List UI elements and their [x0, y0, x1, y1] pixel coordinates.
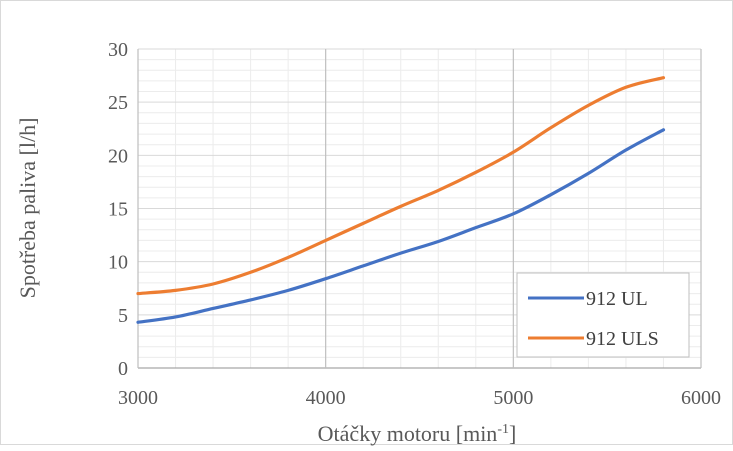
y-tick-label: 0 — [118, 358, 128, 380]
series-lines — [136, 76, 666, 324]
x-tick-label: 4000 — [306, 387, 346, 409]
x-tick-label: 5000 — [493, 387, 533, 409]
series-line-912-uls — [136, 76, 666, 296]
legend-label-912-uls: 912 ULS — [586, 328, 659, 350]
y-tick-label: 10 — [108, 252, 128, 274]
x-tick-label: 3000 — [118, 387, 158, 409]
y-tick-label: 20 — [108, 145, 128, 167]
y-tick-label: 5 — [118, 305, 128, 327]
legend-box — [516, 272, 690, 358]
legend: 912 UL 912 ULS — [516, 272, 690, 358]
legend-label-912-ul: 912 UL — [586, 288, 648, 310]
y-tick-label: 15 — [108, 199, 128, 221]
y-tick-label: 25 — [108, 92, 128, 114]
y-axis-title: Spotřeba paliva [l/h] — [15, 118, 40, 299]
y-tick-labels: 0 5 10 15 20 25 30 — [108, 39, 128, 380]
y-tick-label: 30 — [108, 39, 128, 61]
x-axis-title: Otáčky motoru [min-1] — [318, 421, 517, 446]
series-line-912-ul — [136, 128, 666, 324]
x-tick-labels: 3000 4000 5000 6000 — [118, 387, 721, 409]
x-tick-label: 6000 — [681, 387, 721, 409]
